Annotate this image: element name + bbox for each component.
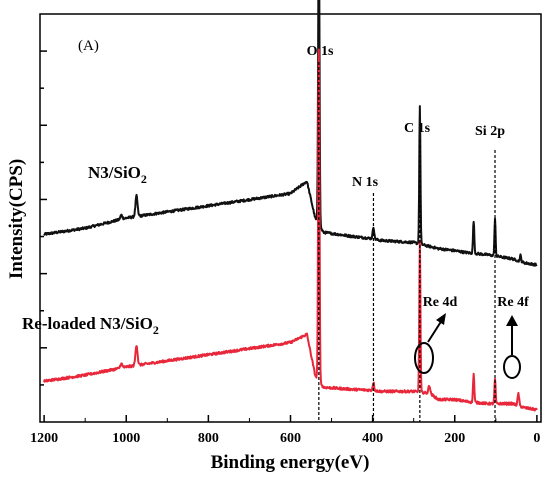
series-label-n3-sio2: N3/SiO2: [88, 163, 147, 186]
peak-label-o1s: O 1s: [307, 44, 334, 59]
re4f-arrow-head: [506, 315, 518, 326]
x-tick-labels: 1200 1000 800 600 400 200 0: [30, 431, 540, 446]
x-tick-label: 600: [280, 431, 301, 446]
x-tick-label: 200: [444, 431, 465, 446]
panel-label: (A): [78, 38, 99, 54]
x-tick-label: 400: [362, 431, 383, 446]
re4f-circle: [503, 355, 521, 379]
re4d-arrow-head: [436, 313, 446, 325]
x-tick-label: 1200: [30, 431, 58, 446]
peak-guides-layer: [318, 62, 496, 422]
annotation-re4d: Re 4d: [423, 295, 458, 310]
series-label-reloaded: Re-loaded N3/SiO2: [22, 314, 159, 337]
y-axis-title: Intensity(CPS): [6, 159, 27, 279]
x-tick-label: 800: [198, 431, 219, 446]
re4d-circle: [414, 342, 434, 374]
peak-label-c1s: C 1s: [404, 121, 431, 136]
annotation-re4f: Re 4f: [497, 295, 529, 310]
ticks-layer: [40, 50, 538, 422]
x-tick-label: 0: [533, 431, 540, 446]
series-line-0: [43, 0, 538, 267]
x-axis-title: Binding energy(eV): [211, 452, 370, 473]
plot-frame: [39, 13, 542, 423]
peak-label-si2p: Si 2p: [475, 124, 505, 139]
series-layer: [43, 0, 538, 412]
peak-label-n1s: N 1s: [352, 175, 379, 190]
x-tick-label: 1000: [112, 431, 140, 446]
re4d-arrow-shaft: [427, 319, 443, 343]
series-line-1: [43, 48, 538, 412]
